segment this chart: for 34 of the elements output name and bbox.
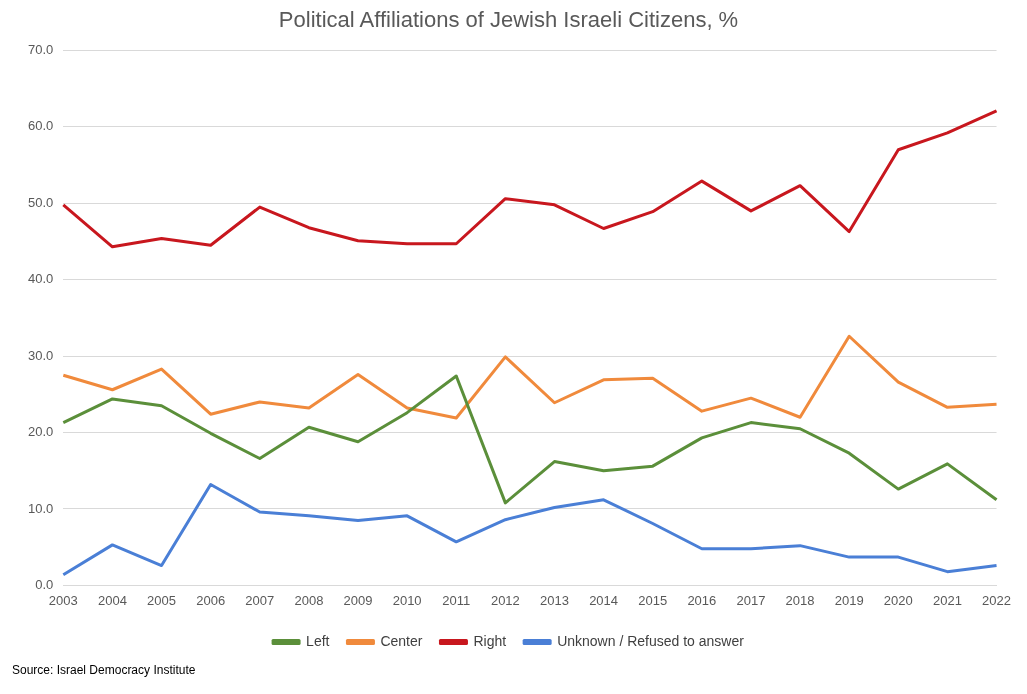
y-tick-label: 0.0 bbox=[35, 576, 54, 592]
x-tick-label: 2021 bbox=[932, 592, 962, 608]
x-tick-label: 2011 bbox=[442, 592, 471, 608]
x-tick-label: 2005 bbox=[147, 592, 176, 608]
x-tick-label: 2012 bbox=[490, 592, 520, 608]
x-tick-label: 2018 bbox=[785, 592, 815, 608]
x-tick-label: 2010 bbox=[392, 592, 422, 608]
x-tick-label: 2007 bbox=[245, 592, 275, 608]
x-tick-label: 2006 bbox=[196, 592, 226, 608]
x-tick-label: 2017 bbox=[736, 592, 766, 608]
legend-label: Unknown / Refused to answer bbox=[557, 632, 745, 649]
y-tick-label: 30.0 bbox=[27, 347, 54, 363]
chart-title: Political Affiliations of Jewish Israeli Citizens, % bbox=[278, 7, 739, 33]
y-tick-label: 10.0 bbox=[27, 500, 54, 516]
legend-label: Left bbox=[306, 632, 330, 649]
x-tick-label: 2016 bbox=[687, 592, 717, 608]
x-tick-label: 2020 bbox=[883, 592, 913, 608]
y-tick-label: 50.0 bbox=[27, 194, 54, 210]
x-tick-label: 2009 bbox=[343, 592, 373, 608]
legend-label: Right bbox=[473, 632, 507, 649]
y-tick-label: 70.0 bbox=[27, 41, 54, 57]
x-tick-label: 2008 bbox=[294, 592, 324, 608]
x-tick-label: 2013 bbox=[540, 592, 569, 608]
x-tick-label: 2015 bbox=[638, 592, 668, 608]
y-tick-label: 60.0 bbox=[27, 118, 54, 134]
legend-label: Center bbox=[380, 632, 423, 649]
x-tick-label: 2004 bbox=[97, 592, 127, 608]
y-tick-label: 40.0 bbox=[27, 271, 54, 287]
x-tick-label: 2019 bbox=[834, 592, 864, 608]
x-tick-label: 2014 bbox=[589, 592, 619, 608]
x-tick-label: 2003 bbox=[48, 592, 78, 608]
x-tick-label: 2022 bbox=[982, 592, 1011, 608]
y-tick-label: 20.0 bbox=[27, 424, 54, 440]
source-note: Source: Israel Democracy Institute bbox=[11, 663, 197, 677]
